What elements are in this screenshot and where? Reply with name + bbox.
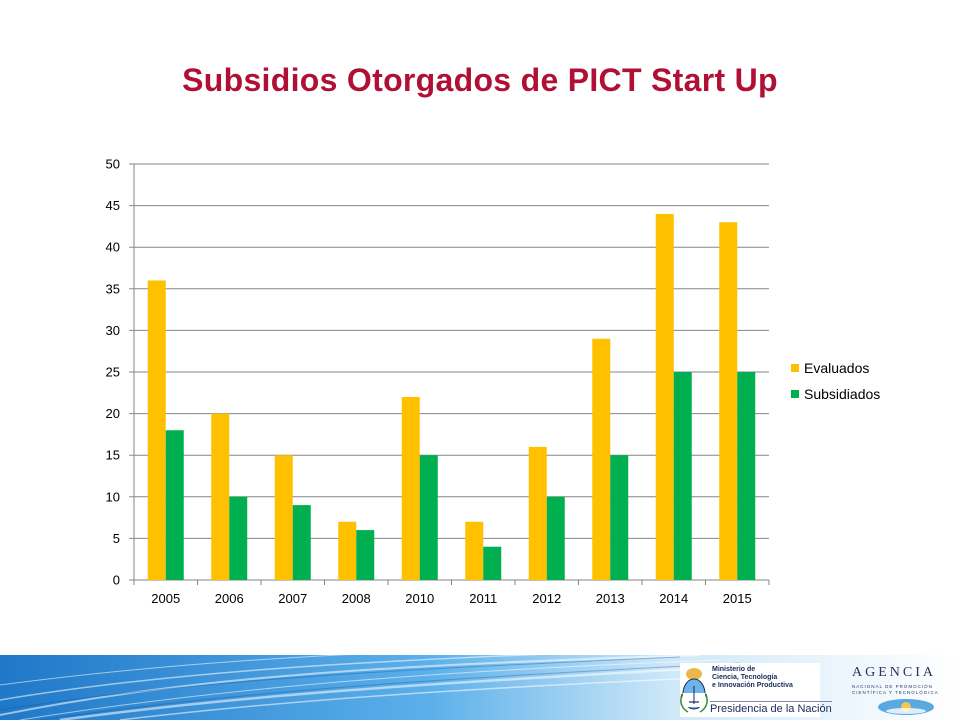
bar-subsidiados-2008 <box>356 530 375 580</box>
y-tick-label: 10 <box>106 489 120 504</box>
agencia-sun-icon <box>878 699 934 715</box>
bar-subsidiados-2011 <box>483 546 502 580</box>
bar-subsidiados-2013 <box>610 455 629 580</box>
y-tick-label: 30 <box>106 323 120 338</box>
y-tick-label: 45 <box>106 198 120 213</box>
bar-subsidiados-2015 <box>737 372 756 580</box>
bar-subsidiados-2007 <box>292 505 311 580</box>
bar-subsidiados-2010 <box>419 455 438 580</box>
x-tick-label: 2008 <box>342 591 371 606</box>
x-tick-label: 2013 <box>596 591 625 606</box>
x-tick-label: 2015 <box>723 591 752 606</box>
ministry-logo: Ministerio de Ciencia, Tecnología e Inno… <box>680 663 832 717</box>
x-tick-label: 2010 <box>405 591 434 606</box>
bar-evaluados-2006 <box>211 413 230 580</box>
legend-label-evaluados: Evaluados <box>804 360 869 376</box>
bar-evaluados-2007 <box>274 455 293 580</box>
x-tick-label: 2007 <box>278 591 307 606</box>
y-tick-label: 0 <box>113 573 120 588</box>
x-tick-label: 2014 <box>659 591 688 606</box>
legend-swatch-evaluados <box>791 364 799 372</box>
bar-evaluados-2013 <box>592 338 611 580</box>
x-tick-label: 2005 <box>151 591 180 606</box>
presidencia-label: Presidencia de la Nación <box>710 701 832 715</box>
bar-evaluados-2015 <box>719 222 738 581</box>
bar-evaluados-2008 <box>338 521 357 580</box>
agencia-logo: AGENCIA NACIONAL DE PROMOCIÓN CIENTÍFICA… <box>842 663 952 717</box>
agencia-title: AGENCIA <box>852 665 936 680</box>
legend-label-subsidiados: Subsidiados <box>804 386 880 402</box>
slide-title: Subsidios Otorgados de PICT Start Up <box>182 62 778 98</box>
y-tick-label: 40 <box>106 240 120 255</box>
y-tick-label: 15 <box>106 448 120 463</box>
bar-evaluados-2012 <box>528 446 547 580</box>
x-tick-label: 2012 <box>532 591 561 606</box>
bar-subsidiados-2006 <box>229 496 248 580</box>
y-tick-label: 20 <box>106 406 120 421</box>
bar-chart: 0 5 10 15 20 25 30 35 40 45 50 2005 2006 2007 2008 2010… <box>106 157 881 607</box>
bar-evaluados-2014 <box>655 213 674 581</box>
y-tick-label: 25 <box>106 365 120 380</box>
coat-of-arms-icon <box>680 668 708 713</box>
bar-subsidiados-2014 <box>673 372 692 580</box>
y-tick-label: 50 <box>106 157 120 172</box>
bar-evaluados-2011 <box>465 521 484 580</box>
ministry-name: Ministerio de Ciencia, Tecnología e Inno… <box>712 666 793 689</box>
y-tick-label: 35 <box>106 281 120 296</box>
x-tick-label: 2011 <box>469 591 497 606</box>
bar-subsidiados-2005 <box>165 430 184 580</box>
bar-evaluados-2005 <box>147 280 166 580</box>
y-tick-label: 5 <box>113 531 120 546</box>
agencia-subtitle: NACIONAL DE PROMOCIÓN CIENTÍFICA Y TECNO… <box>852 684 939 695</box>
bar-subsidiados-2012 <box>546 496 565 580</box>
x-tick-label: 2006 <box>215 591 244 606</box>
legend-swatch-subsidiados <box>791 390 799 398</box>
bar-evaluados-2010 <box>401 396 420 580</box>
